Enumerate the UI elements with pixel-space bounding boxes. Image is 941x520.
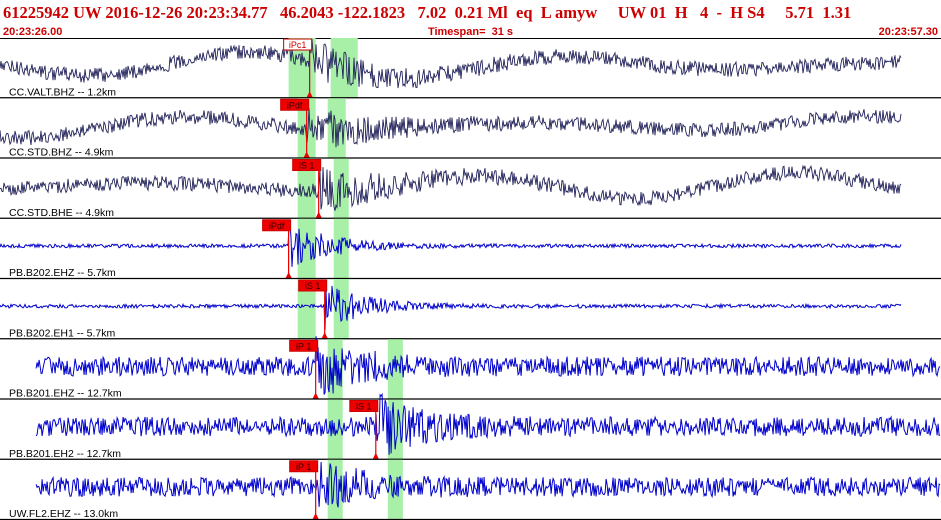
- pick-label-box[interactable]: [262, 219, 292, 232]
- pick-label: iS 1: [356, 402, 372, 412]
- pick-label-box[interactable]: [283, 38, 313, 51]
- pick-marker: [372, 452, 379, 459]
- pick-label: iPdf: [269, 221, 285, 231]
- channel-label: PB.B202.EH1 -- 5.7km: [9, 327, 115, 339]
- pick-marker: [306, 91, 313, 98]
- event-summary-line: 61225942 UW 2016-12-26 20:23:34.77 46.20…: [3, 3, 852, 22]
- waveform-trace: [0, 223, 902, 267]
- timespan-label: Timespan= 31 s: [427, 26, 514, 38]
- start-time-label: 20:23:26.00: [3, 26, 63, 38]
- pick-window: [333, 158, 349, 219]
- channel-label: UW.FL2.EHZ -- 13.0km: [9, 508, 118, 520]
- channel-label: CC.STD.BHZ -- 4.9km: [9, 147, 114, 159]
- pick-label-box[interactable]: [292, 159, 322, 171]
- pick-marker: [303, 151, 310, 158]
- pick-label-box[interactable]: [298, 279, 328, 292]
- pick-window: [297, 218, 316, 279]
- event-header: 61225942 UW 2016-12-26 20:23:34.77 46.20…: [0, 0, 941, 40]
- pick-marker: [312, 392, 319, 399]
- pick-window: [387, 339, 403, 400]
- trace-panel[interactable]: iS 1 PB.B202.EH1 -- 5.7km: [0, 279, 941, 340]
- pick-label-box[interactable]: [280, 98, 310, 111]
- pick-label: iS 1: [305, 281, 321, 291]
- pick-marker: [285, 272, 292, 278]
- waveform-trace: [0, 285, 902, 330]
- pick-label-box[interactable]: [289, 339, 319, 352]
- waveform-trace: [35, 461, 941, 508]
- channel-label: PB.B201.EH2 -- 12.7km: [9, 448, 121, 460]
- pick-marker: [315, 211, 322, 218]
- trace-panel[interactable]: iS 1 PB.B201.EH2 -- 12.7km: [0, 392, 941, 460]
- waveform-trace: [35, 336, 941, 395]
- channel-label: PB.B201.EHZ -- 12.7km: [9, 388, 122, 400]
- channel-label: PB.B202.EHZ -- 5.7km: [9, 267, 116, 279]
- trace-panel[interactable]: iS 1 CC.STD.BHE -- 4.9km: [0, 158, 941, 219]
- pick-marker: [312, 513, 319, 519]
- end-time-label: 20:23:57.30: [878, 26, 938, 38]
- waveform-trace: [0, 38, 902, 89]
- pick-label-box[interactable]: [349, 400, 379, 412]
- pick-marker: [321, 332, 328, 339]
- waveform-trace: [0, 108, 902, 148]
- pick-label: iP 1: [296, 462, 311, 472]
- pick-window: [387, 459, 403, 520]
- pick-window: [327, 399, 343, 460]
- trace-panel[interactable]: iPdf PB.B202.EHZ -- 5.7km: [0, 218, 941, 280]
- pick-window: [297, 158, 316, 219]
- waveform-trace: [0, 164, 902, 211]
- waveform-panels[interactable]: iPc1 CC.VALT.BHZ -- 1.2km iPdf CC.STD.BHZ -…: [0, 38, 941, 520]
- pick-label: iPdf: [287, 100, 303, 110]
- channel-label: CC.STD.BHE -- 4.9km: [9, 207, 114, 219]
- trace-panel[interactable]: iPdf CC.STD.BHZ -- 4.9km: [0, 98, 941, 159]
- waveform-trace: [35, 392, 941, 455]
- trace-panel[interactable]: iP 1 PB.B201.EHZ -- 12.7km: [0, 336, 941, 400]
- channel-label: CC.VALT.BHZ -- 1.2km: [9, 86, 116, 98]
- pick-window: [297, 279, 316, 340]
- trace-panel[interactable]: iP 1 UW.FL2.EHZ -- 13.0km: [0, 459, 941, 520]
- pick-label: iP 1: [296, 341, 311, 351]
- pick-label-box[interactable]: [289, 460, 319, 473]
- pick-label: iS 1: [299, 161, 315, 171]
- trace-panel[interactable]: iPc1 CC.VALT.BHZ -- 1.2km: [0, 38, 941, 99]
- pick-label: iPc1: [289, 40, 307, 50]
